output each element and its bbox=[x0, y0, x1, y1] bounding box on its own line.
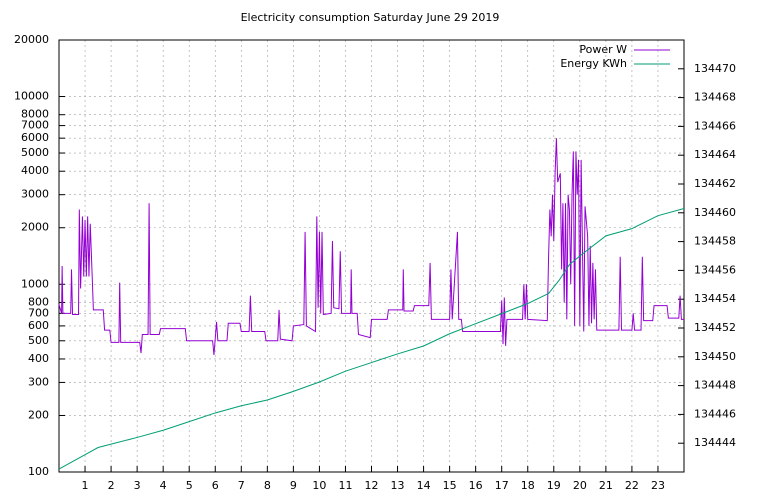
y-tick-label: 200 bbox=[28, 408, 49, 421]
y-tick-label: 20000 bbox=[14, 33, 49, 46]
x-tick-label: 4 bbox=[160, 479, 167, 492]
x-tick-label: 15 bbox=[443, 479, 457, 492]
y-tick-label: 2000 bbox=[21, 221, 49, 234]
y2-tick-label: 134468 bbox=[694, 91, 736, 104]
y-tick-label: 700 bbox=[28, 306, 49, 319]
y-tick-label: 400 bbox=[28, 352, 49, 365]
x-tick-label: 19 bbox=[547, 479, 561, 492]
y2-tick-label: 134446 bbox=[694, 407, 736, 420]
y2-tick-label: 134458 bbox=[694, 235, 736, 248]
y2-tick-label: 134456 bbox=[694, 263, 736, 276]
x-tick-label: 17 bbox=[495, 479, 509, 492]
x-tick-label: 9 bbox=[290, 479, 297, 492]
y2-tick-label: 134470 bbox=[694, 62, 736, 75]
x-tick-label: 1 bbox=[82, 479, 89, 492]
x-tick-label: 3 bbox=[134, 479, 141, 492]
y-tick-label: 500 bbox=[28, 334, 49, 347]
x-tick-label: 22 bbox=[625, 479, 639, 492]
x-tick-label: 8 bbox=[264, 479, 271, 492]
chart-title: Electricity consumption Saturday June 29… bbox=[241, 11, 500, 24]
y2-tick-label: 134444 bbox=[694, 436, 736, 449]
series-line bbox=[58, 207, 685, 470]
y-tick-label: 7000 bbox=[21, 119, 49, 132]
x-tick-label: 6 bbox=[212, 479, 219, 492]
y-tick-label: 100 bbox=[28, 465, 49, 478]
legend-label: Energy KWh bbox=[560, 57, 627, 70]
x-tick-label: 11 bbox=[338, 479, 352, 492]
y-tick-label: 4000 bbox=[21, 164, 49, 177]
y2-tick-label: 134452 bbox=[694, 321, 736, 334]
y2-tick-label: 134450 bbox=[694, 350, 736, 363]
x-tick-label: 23 bbox=[651, 479, 665, 492]
plot-frame bbox=[58, 39, 685, 473]
y2-tick-label: 134462 bbox=[694, 177, 736, 190]
x-tick-label: 7 bbox=[238, 479, 245, 492]
x-tick-label: 18 bbox=[521, 479, 535, 492]
x-tick-label: 16 bbox=[469, 479, 483, 492]
y2-tick-label: 134464 bbox=[694, 148, 736, 161]
y-tick-label: 6000 bbox=[21, 131, 49, 144]
x-tick-label: 10 bbox=[312, 479, 326, 492]
y2-tick-label: 134460 bbox=[694, 206, 736, 219]
y-tick-label: 5000 bbox=[21, 146, 49, 159]
y-tick-label: 300 bbox=[28, 375, 49, 388]
x-tick-label: 12 bbox=[365, 479, 379, 492]
x-tick-label: 21 bbox=[599, 479, 613, 492]
y-tick-label: 800 bbox=[28, 295, 49, 308]
y-tick-label: 1000 bbox=[21, 277, 49, 290]
y-tick-label: 3000 bbox=[21, 188, 49, 201]
y-tick-label: 10000 bbox=[14, 90, 49, 103]
x-tick-label: 2 bbox=[108, 479, 115, 492]
series-line bbox=[58, 138, 684, 356]
y-tick-label: 600 bbox=[28, 319, 49, 332]
legend-label: Power W bbox=[579, 43, 627, 56]
y2-tick-label: 134454 bbox=[694, 292, 736, 305]
x-tick-label: 20 bbox=[573, 479, 587, 492]
x-tick-label: 5 bbox=[186, 479, 193, 492]
y-tick-label: 8000 bbox=[21, 108, 49, 121]
y2-tick-label: 134448 bbox=[694, 379, 736, 392]
y2-tick-label: 134466 bbox=[694, 119, 736, 132]
x-tick-label: 13 bbox=[391, 479, 405, 492]
x-tick-label: 14 bbox=[417, 479, 431, 492]
